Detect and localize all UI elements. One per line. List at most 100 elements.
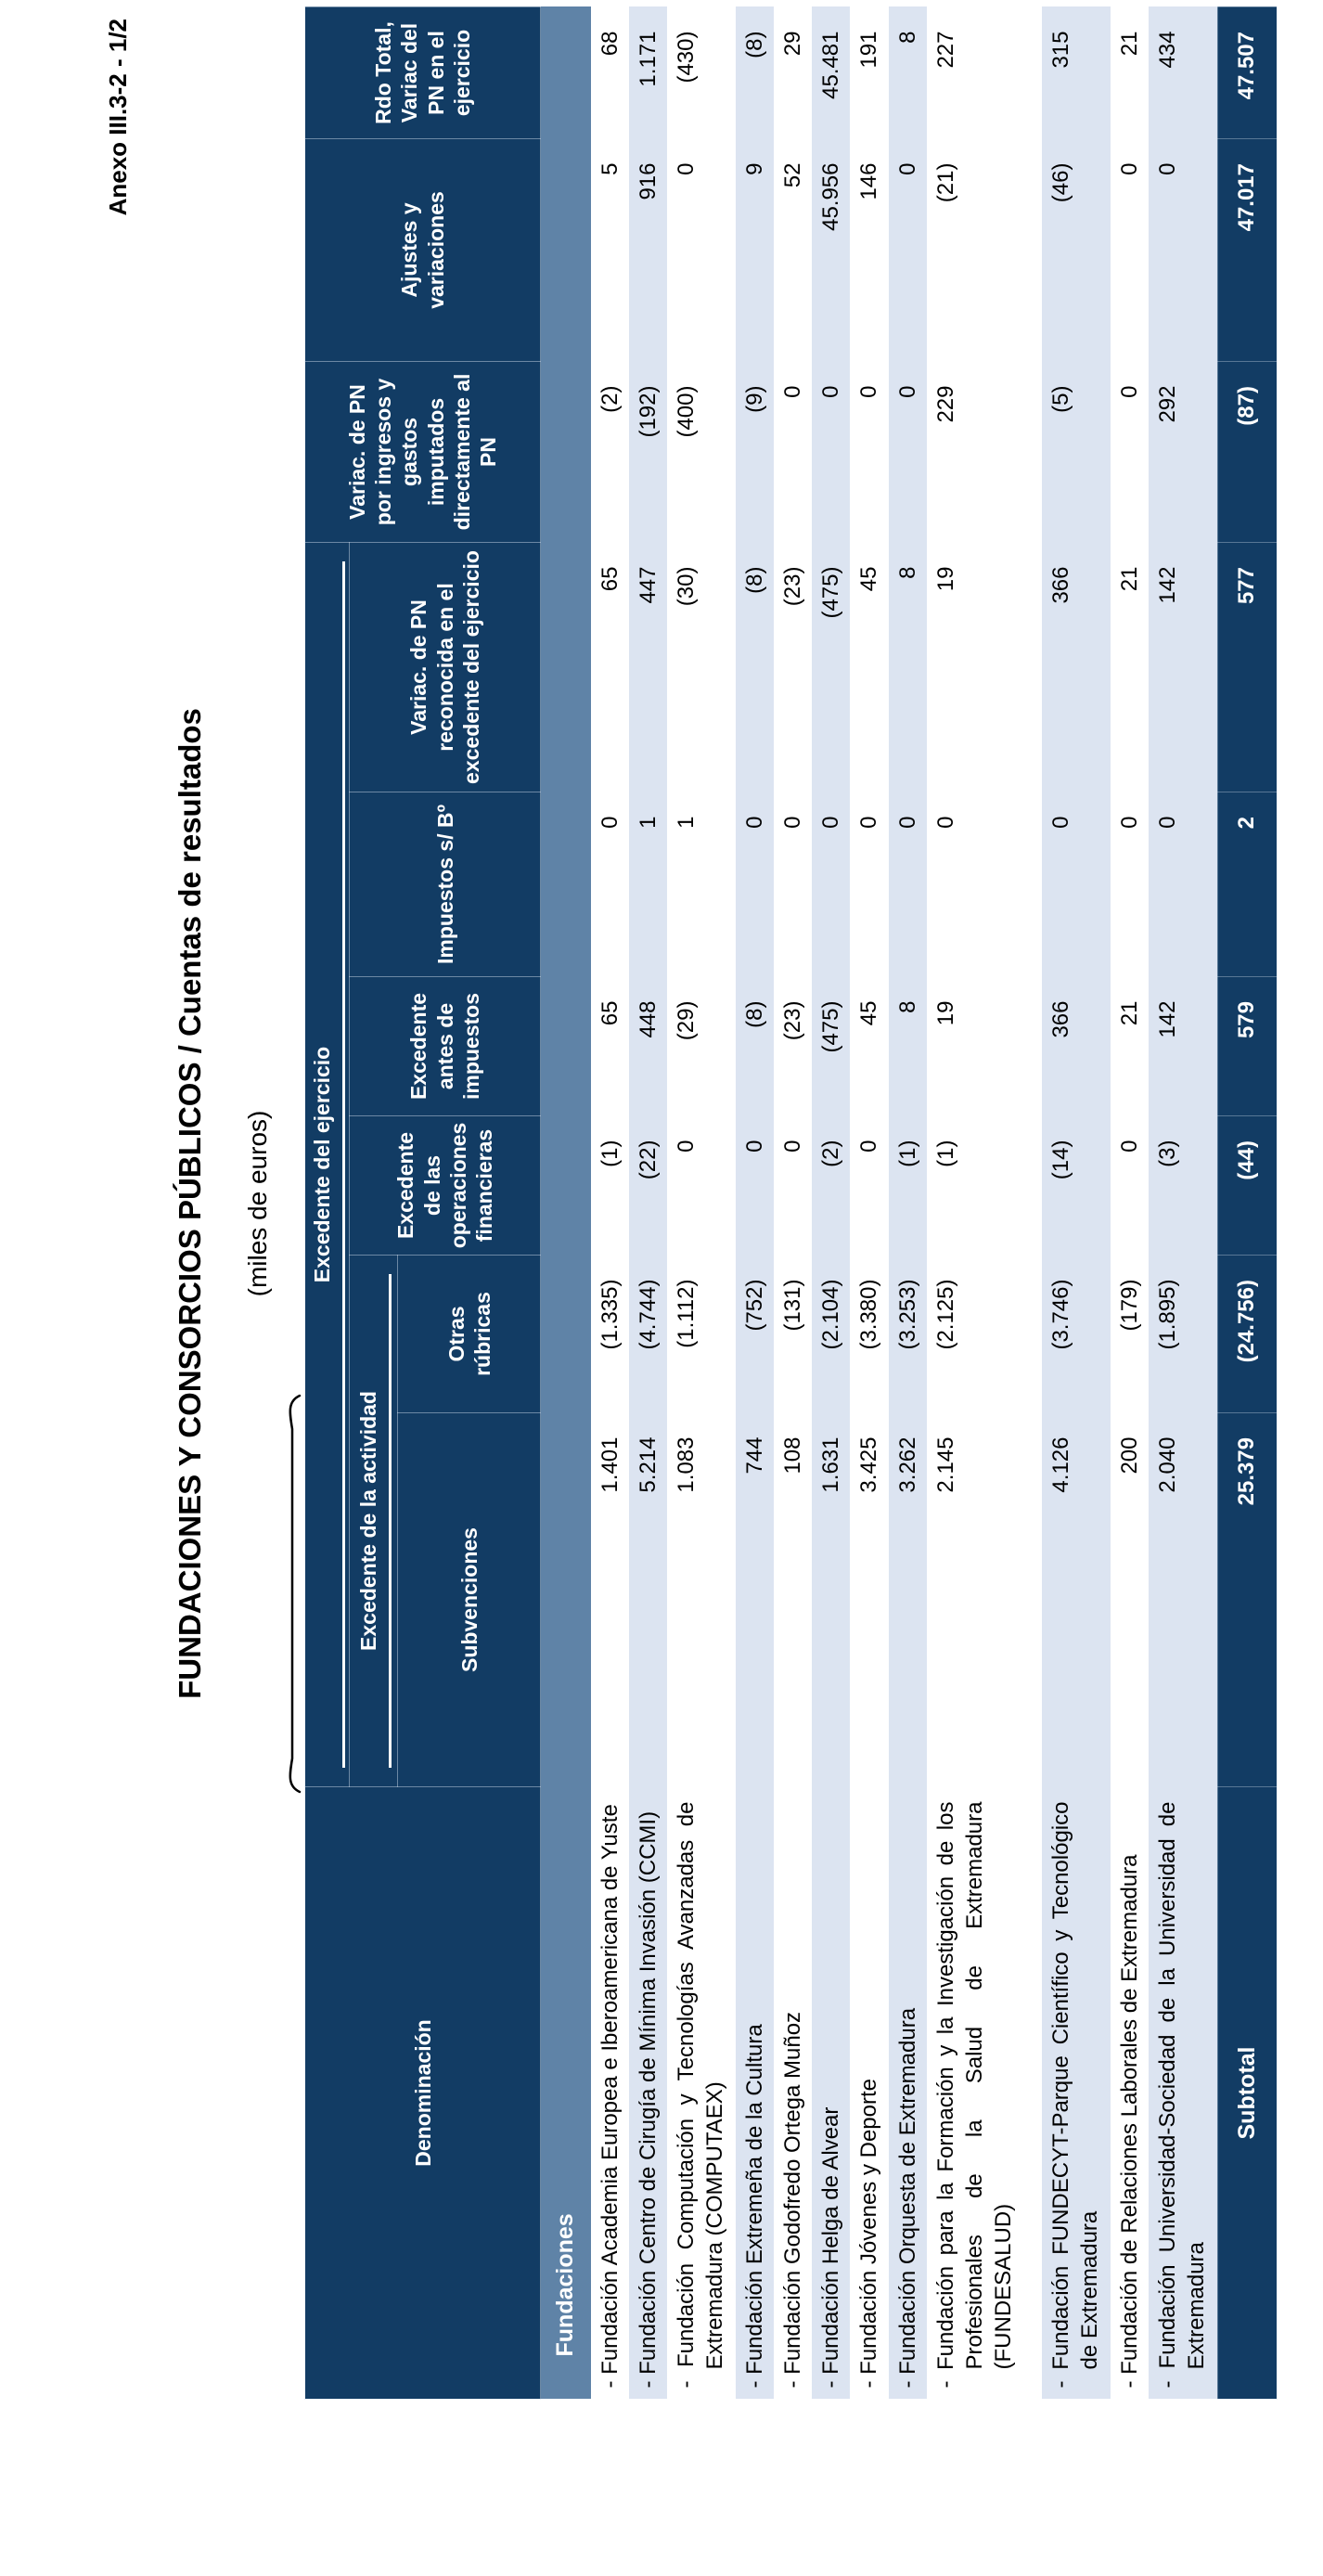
cell: (8) [735,6,775,139]
table-header: Denominación Excedente del ejercicio Var… [304,6,541,2400]
col-header-denominacion: Denominación [304,1786,541,2400]
col-header-variac-pn-reconocida: Variac. de PN reconocida en el excedente… [349,542,541,792]
table-row: - Fundación Universidad-Sociedad de la U… [1149,6,1218,2400]
table-row: - Fundación FUNDECYT-Parque Científico y… [1041,6,1111,2400]
cell: 1 [666,792,736,977]
cell: 0 [888,792,927,977]
cell: 45 [850,542,889,792]
col-header-exc-antes-impuestos: Excedente antes de impuestos [349,976,541,1116]
cell: (9) [735,361,775,543]
cell: 52 [774,138,813,362]
group-header-excedente-actividad: Excedente de la actividad [349,1255,398,1787]
table-row: - Fundación Jóvenes y Deporte 3.425 (3.3… [850,6,889,2400]
table-row: - Fundación Computación y Tecnologías Av… [666,6,736,2400]
cell: 0 [812,361,851,543]
cell: 0 [1110,138,1150,362]
cell: 0 [1110,361,1150,543]
cell: 65 [590,976,629,1116]
table-row: - Fundación Centro de Cirugía de Mínima … [628,6,667,2400]
subtotal-cell: 579 [1217,976,1278,1116]
cell: 108 [774,1412,813,1787]
cell: (752) [735,1255,775,1413]
cell: 9 [735,138,775,362]
cell: 0 [774,1115,813,1256]
cell: (23) [774,542,813,792]
cell: (2) [812,1115,851,1256]
cell: (30) [666,542,736,792]
cell: 366 [1041,542,1111,792]
cell: 0 [1110,1115,1150,1256]
units-subtitle: (miles de euros) [243,1110,272,1297]
cell: (1.895) [1149,1255,1218,1413]
cell: 0 [850,1115,889,1256]
col-header-otras-rubricas: Otras rúbricas [397,1255,541,1413]
cell: (3) [1149,1115,1218,1256]
row-label: - Fundación Orquesta de Extremadura [888,1786,927,2400]
cell: (8) [735,976,775,1116]
subtotal-cell: 2 [1217,792,1278,977]
cell: 0 [1110,792,1150,977]
cell: (1) [888,1115,927,1256]
cell: 229 [926,361,1042,543]
cell: 744 [735,1412,775,1787]
cell: 447 [628,542,667,792]
table-row: - Fundación para la Formación y la Inves… [926,6,1042,2400]
cell: 916 [628,138,667,362]
annex-page-label: Anexo III.3-2 - 1/2 [104,19,132,216]
cell: (8) [735,542,775,792]
cell: (1.112) [666,1255,736,1413]
cell: (192) [628,361,667,543]
cell: 45 [850,976,889,1116]
col-header-subvenciones: Subvenciones [397,1412,541,1787]
cell: (1) [926,1115,1042,1256]
row-label: - Fundación Helga de Alvear [812,1786,851,2400]
cell: (46) [1041,138,1111,362]
cell: 2.040 [1149,1412,1218,1787]
row-label: - Fundación Centro de Cirugía de Mínima … [628,1786,667,2400]
cell: 21 [1110,6,1150,139]
cell: (5) [1041,361,1111,543]
cell: 0 [666,1115,736,1256]
table-row: - Fundación Orquesta de Extremadura 3.26… [888,6,927,2400]
cell: 142 [1149,976,1218,1116]
col-header-exc-oper-financieras: Excedente de las operaciones financieras [349,1115,541,1256]
row-label: - Fundación Computación y Tecnologías Av… [666,1786,736,2400]
cell: 1.401 [590,1412,629,1787]
row-label: - Fundación Jóvenes y Deporte [850,1786,889,2400]
cell: 65 [590,542,629,792]
cell: (14) [1041,1115,1111,1256]
cell: 146 [850,138,889,362]
cell: 8 [888,976,927,1116]
cell: 5 [590,138,629,362]
cell: (22) [628,1115,667,1256]
results-table: Denominación Excedente del ejercicio Var… [304,6,1278,2400]
cell: 3.425 [850,1412,889,1787]
cell: 315 [1041,6,1111,139]
cell: 0 [666,138,736,362]
cell: 1.083 [666,1412,736,1787]
cell: 8 [888,542,927,792]
cell: (2.125) [926,1255,1042,1413]
subtotal-cell: 47.507 [1217,6,1278,139]
cell: (2) [590,361,629,543]
section-label: Fundaciones [540,6,591,2400]
table-row: - Fundación Extremeña de la Cultura 744 … [735,6,775,2400]
subtotal-cell: 577 [1217,542,1278,792]
cell: (475) [812,542,851,792]
cell: 227 [926,6,1042,139]
cell: (29) [666,976,736,1116]
cell: 21 [1110,976,1150,1116]
table-row: - Fundación de Relaciones Laborales de E… [1110,6,1150,2400]
col-header-ajustes-variaciones: Ajustes y variaciones [304,138,541,362]
cell: 8 [888,6,927,139]
col-header-variac-pn-ingresos: Variac. de PN por ingresos y gastos impu… [304,361,541,543]
cell: 19 [926,542,1042,792]
cell: 0 [1149,792,1218,977]
subtotal-cell: (87) [1217,361,1278,543]
cell: 19 [926,976,1042,1116]
subtotal-label: Subtotal [1217,1786,1278,2400]
cell: (400) [666,361,736,543]
cell: 200 [1110,1412,1150,1787]
cell: 0 [735,792,775,977]
